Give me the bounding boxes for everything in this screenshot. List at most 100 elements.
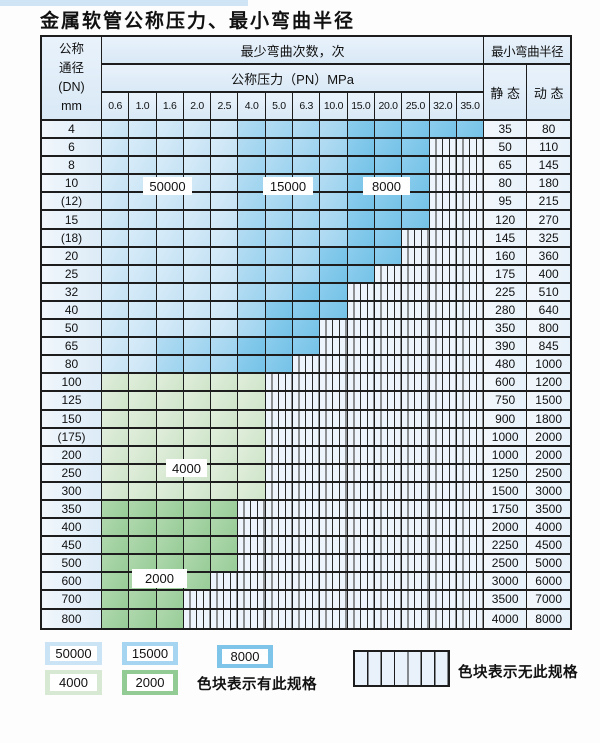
dynamic-radius-cell: 845: [527, 338, 571, 357]
legend-swatch-2000: 2000: [122, 670, 178, 695]
static-radius-cell: 480: [484, 356, 528, 375]
no-spec-cell: [238, 573, 266, 592]
no-spec-cell: [456, 374, 485, 393]
no-spec-cell: [347, 500, 375, 520]
spec-cell-b1: [129, 320, 157, 339]
spec-cell-b1: [102, 121, 130, 140]
pressure-header: 公称压力（PN）MPa: [102, 65, 485, 93]
no-spec-cell: [402, 338, 430, 357]
no-spec-cell: [429, 229, 457, 248]
spec-cell-b3: [320, 247, 348, 266]
spec-cell-g1: [238, 374, 266, 393]
legend-swatch-label: 15000: [127, 646, 173, 661]
no-spec-cell: [456, 555, 485, 574]
static-radius-cell: 4000: [484, 609, 528, 628]
dynamic-radius-cell: 270: [527, 211, 571, 230]
no-spec-cell: [320, 338, 348, 357]
dynamic-radius-cell: 4500: [527, 537, 571, 556]
spec-cell-b1: [129, 338, 157, 357]
dynamic-radius-cell: 510: [527, 283, 571, 302]
no-spec-cell: [456, 301, 485, 321]
spec-cell-b2: [265, 229, 294, 248]
no-spec-cell: [429, 573, 457, 592]
static-radius-cell: 175: [484, 265, 528, 284]
legend-swatch-label: 4000: [50, 674, 97, 691]
pressure-tick-32.0: 32.0: [429, 93, 457, 121]
spec-cell-g1: [211, 446, 239, 465]
no-spec-cell: [183, 591, 212, 610]
spec-cell-b1: [183, 139, 212, 158]
spec-cell-b3: [347, 265, 375, 284]
spec-cell-b1: [183, 193, 212, 212]
pressure-tick-20.0: 20.0: [374, 93, 403, 121]
legend-no-spec-text: 色块表示无此规格: [458, 665, 578, 681]
no-spec-cell: [456, 482, 485, 501]
dynamic-radius-cell: 7000: [527, 591, 571, 610]
no-spec-cell: [293, 482, 321, 501]
spec-cell-g1: [238, 428, 266, 447]
spec-cell-b2: [238, 121, 266, 140]
static-radius-cell: 280: [484, 301, 528, 321]
spec-cell-b3: [320, 265, 348, 284]
spec-cell-g1: [102, 392, 130, 411]
no-spec-cell: [320, 500, 348, 520]
dn-cell: 32: [42, 283, 102, 302]
spec-cell-b1: [102, 139, 130, 158]
no-spec-cell: [265, 482, 294, 501]
spec-cell-b3: [374, 139, 403, 158]
spec-cell-b1: [102, 211, 130, 230]
pressure-tick-6.3: 6.3: [293, 93, 321, 121]
spec-cell-g2: [129, 609, 157, 628]
dn-header-line2: 通径: [58, 61, 84, 75]
spec-cell-b1: [129, 283, 157, 302]
no-spec-cell: [238, 537, 266, 556]
no-spec-cell: [347, 482, 375, 501]
spec-cell-b1: [102, 193, 130, 212]
spec-cell-b2: [293, 247, 321, 266]
spec-cell-b1: [129, 301, 157, 321]
spec-cell-b1: [211, 157, 239, 176]
no-spec-cell: [429, 193, 457, 212]
no-spec-cell: [320, 555, 348, 574]
dn-cell: 200: [42, 446, 102, 465]
no-spec-cell: [293, 410, 321, 429]
dynamic-radius-cell: 360: [527, 247, 571, 266]
no-spec-cell: [402, 500, 430, 520]
spec-cell-g1: [211, 374, 239, 393]
no-spec-cell: [456, 320, 485, 339]
no-spec-cell: [402, 229, 430, 248]
dn-cell: 10: [42, 175, 102, 194]
no-spec-cell: [429, 157, 457, 176]
spec-cell-b1: [183, 265, 212, 284]
spec-cell-b2: [238, 265, 266, 284]
no-spec-cell: [347, 301, 375, 321]
spec-cell-b1: [156, 320, 184, 339]
spec-cell-b3: [293, 338, 321, 357]
spec-cell-b2: [265, 211, 294, 230]
spec-cell-g2: [129, 537, 157, 556]
spec-cell-b3: [320, 301, 348, 321]
spec-cell-b2: [265, 247, 294, 266]
spec-cell-b1: [129, 229, 157, 248]
spec-cell-b2: [293, 139, 321, 158]
no-spec-cell: [293, 464, 321, 483]
spec-cell-b1: [211, 193, 239, 212]
spec-cell-b1: [102, 157, 130, 176]
no-spec-cell: [429, 519, 457, 538]
legend-no-spec-swatch: [353, 650, 450, 687]
spec-cell-g1: [211, 464, 239, 483]
dn-cell: (175): [42, 428, 102, 447]
no-spec-cell: [238, 500, 266, 520]
spec-cell-b3: [347, 193, 375, 212]
static-radius-cell: 1000: [484, 446, 528, 465]
no-spec-cell: [402, 519, 430, 538]
no-spec-cell: [320, 519, 348, 538]
spec-cell-g2: [102, 555, 130, 574]
spec-cell-g1: [156, 410, 184, 429]
spec-cell-b3: [402, 193, 430, 212]
spec-cell-b2: [265, 283, 294, 302]
no-spec-cell: [456, 410, 485, 429]
no-spec-cell: [429, 482, 457, 501]
no-spec-cell: [429, 446, 457, 465]
